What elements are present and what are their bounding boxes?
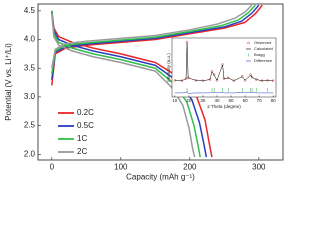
legend-label: 0.2C bbox=[77, 108, 94, 117]
observed-point bbox=[215, 79, 219, 82]
x-tick-label: 10 bbox=[172, 98, 178, 103]
legend-swatch bbox=[247, 41, 250, 45]
legend-label: Bragg bbox=[254, 52, 265, 57]
y-tick-label: 4.0 bbox=[24, 35, 36, 44]
series-line bbox=[51, 4, 263, 158]
series-line bbox=[51, 4, 260, 158]
plot-frame bbox=[171, 37, 277, 98]
legend-label: 2C bbox=[77, 147, 87, 156]
legend-label: 1C bbox=[77, 134, 87, 143]
series-line bbox=[174, 42, 274, 81]
legend-label: 0.5C bbox=[77, 121, 94, 130]
x-tick-label: 50 bbox=[229, 98, 235, 103]
y-tick-label: 4.5 bbox=[24, 6, 36, 15]
x-tick-label: 200 bbox=[183, 162, 197, 171]
legend-label: Difference bbox=[254, 58, 273, 63]
observed-point bbox=[243, 79, 247, 82]
chart: 0 100 200 300 2.0 2.5 3.0 3.5 4.0 4.5 Capacity (mA… bbox=[4, 3, 284, 182]
series-line bbox=[51, 4, 253, 158]
x-tick-label: 60 bbox=[243, 98, 249, 103]
y-tick-label: 3.5 bbox=[24, 63, 36, 72]
observed-point bbox=[241, 75, 244, 78]
legend-label: Observed bbox=[254, 40, 271, 45]
series-line bbox=[174, 91, 274, 94]
y-axis-label: Potential (V vs. Li⁺/Li) bbox=[4, 43, 13, 121]
y-tick-label: 2.5 bbox=[24, 121, 36, 130]
x-tick-label: 70 bbox=[257, 98, 263, 103]
x-tick-label: 40 bbox=[214, 98, 220, 103]
x-axis-label: Capacity (mAh g⁻¹) bbox=[126, 173, 195, 182]
legend-label: Calculated bbox=[254, 46, 273, 51]
x-tick-label: 300 bbox=[252, 162, 266, 171]
x-tick-label: 80 bbox=[271, 98, 277, 103]
observed-point bbox=[249, 73, 252, 76]
observed-point bbox=[212, 73, 216, 76]
y-axis-label: Intensity (a.u.) bbox=[166, 53, 171, 82]
x-tick-label: 30 bbox=[200, 98, 206, 103]
x-axis-label: 2 Theta (degree) bbox=[207, 104, 241, 109]
y-tick-label: 3.0 bbox=[24, 92, 36, 101]
x-tick-label: 0 bbox=[50, 162, 55, 171]
x-tick-label: 20 bbox=[186, 98, 192, 103]
x-tick-label: 100 bbox=[114, 162, 128, 171]
y-tick-label: 2.0 bbox=[24, 149, 36, 158]
observed-point bbox=[250, 75, 254, 79]
observed-point bbox=[232, 79, 236, 82]
